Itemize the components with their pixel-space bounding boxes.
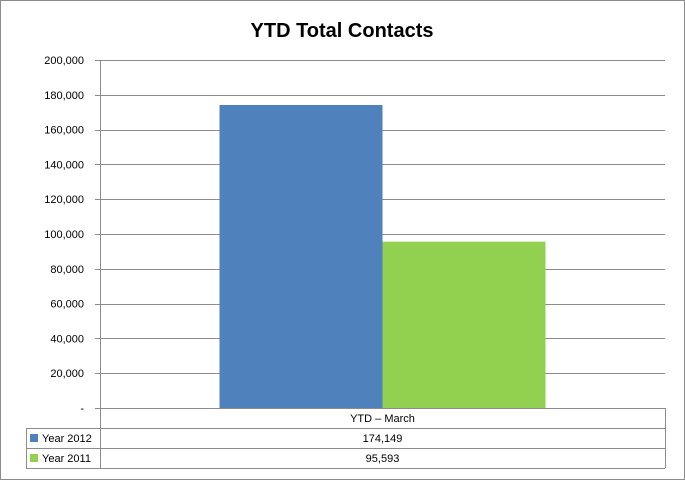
- x-category-label: YTD – March: [350, 413, 415, 425]
- y-tick-label: 120,000: [44, 194, 84, 206]
- y-tick-label: 180,000: [44, 90, 84, 102]
- y-tick-label: 40,000: [50, 333, 84, 345]
- y-tick-label: 80,000: [50, 264, 84, 276]
- legend-swatch: [30, 434, 38, 442]
- data-label: 95,593: [366, 453, 400, 465]
- y-tick-label: 140,000: [44, 159, 84, 171]
- legend-swatch: [30, 454, 38, 462]
- bars: [219, 104, 546, 408]
- data-table: YTD – March Year 2012 174,149 Year 2011 95,5…: [26, 408, 666, 469]
- legend-entry: Year 2011: [42, 453, 91, 465]
- y-tick-label: 200,000: [44, 55, 84, 67]
- y-tick-label: -: [80, 403, 84, 415]
- data-label: 174,149: [363, 433, 403, 445]
- y-tick-label: 100,000: [44, 229, 84, 241]
- bar-year-2012: [219, 104, 383, 408]
- bar-year-2011: [382, 241, 546, 408]
- axes: [100, 60, 665, 409]
- y-tick-label: 160,000: [44, 125, 84, 137]
- y-tick-label: 20,000: [50, 368, 84, 380]
- y-tick-label: 60,000: [50, 299, 84, 311]
- legend-entry: Year 2012: [42, 433, 92, 445]
- chart-title: YTD Total Contacts: [251, 20, 434, 42]
- y-axis-tick-labels: - 20,000 40,000 60,000 80,000 100,000 120,000 1…: [44, 55, 84, 415]
